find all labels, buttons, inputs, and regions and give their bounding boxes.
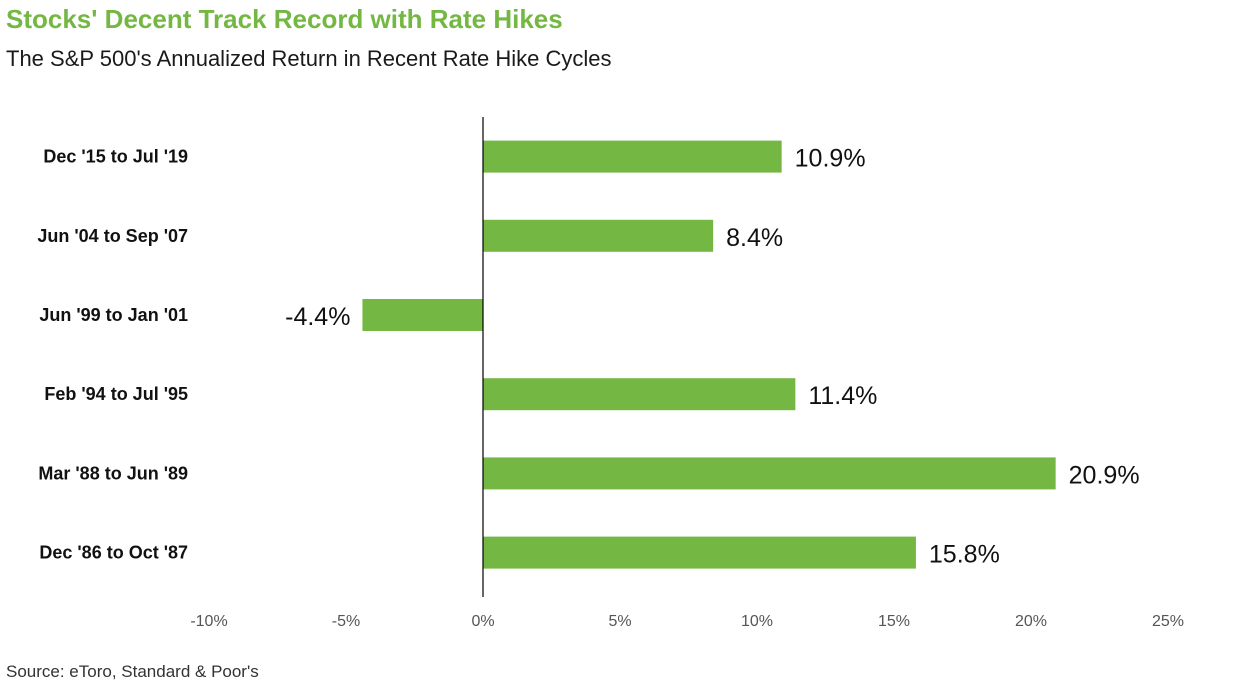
data-label: 20.9% bbox=[1069, 461, 1140, 489]
category-label: Jun '99 to Jan '01 bbox=[39, 305, 188, 325]
data-label: 11.4% bbox=[808, 382, 877, 410]
bar bbox=[483, 140, 782, 173]
bar bbox=[483, 219, 714, 252]
category-label: Mar '88 to Jun '89 bbox=[38, 463, 188, 483]
x-tick-label: 10% bbox=[741, 613, 773, 630]
category-label: Dec '86 to Oct '87 bbox=[39, 543, 188, 563]
category-label: Dec '15 to Jul '19 bbox=[43, 147, 188, 167]
x-tick-label: -10% bbox=[190, 613, 227, 630]
bar bbox=[483, 536, 916, 569]
bar bbox=[362, 299, 483, 331]
data-label: 10.9% bbox=[795, 145, 866, 173]
data-label: 8.4% bbox=[726, 224, 783, 252]
bar bbox=[483, 457, 1056, 490]
x-tick-label: 20% bbox=[1015, 613, 1047, 630]
category-label: Feb '94 to Jul '95 bbox=[44, 384, 188, 404]
x-tick-label: 0% bbox=[471, 613, 494, 630]
chart-title: Stocks' Decent Track Record with Rate Hi… bbox=[6, 4, 563, 34]
data-label: -4.4% bbox=[285, 303, 350, 331]
x-tick-label: 15% bbox=[878, 613, 910, 630]
data-label: 15.8% bbox=[929, 541, 1000, 569]
x-tick-label: 5% bbox=[608, 613, 631, 630]
bar bbox=[483, 378, 796, 411]
category-label: Jun '04 to Sep '07 bbox=[37, 226, 188, 246]
source-note: Source: eToro, Standard & Poor's bbox=[6, 662, 259, 681]
chart-subtitle: The S&P 500's Annualized Return in Recen… bbox=[6, 46, 612, 71]
x-tick-label: -5% bbox=[332, 613, 360, 630]
x-tick-label: 25% bbox=[1152, 613, 1184, 630]
